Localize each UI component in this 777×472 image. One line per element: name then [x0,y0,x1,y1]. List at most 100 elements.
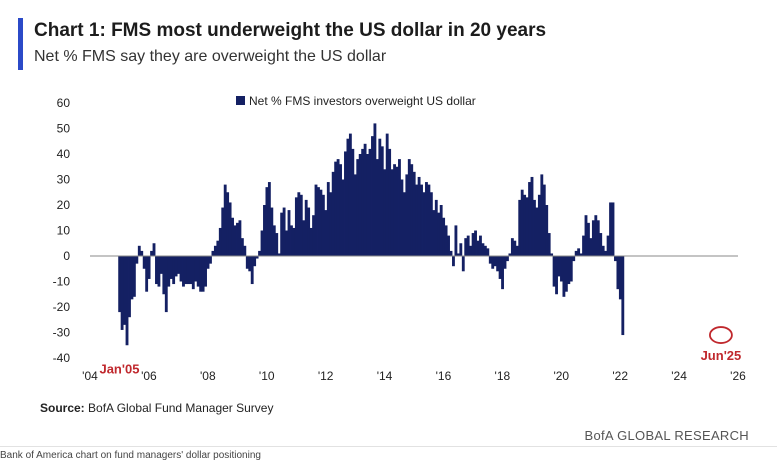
bar [346,138,350,256]
bar [223,184,227,256]
bar [447,235,450,256]
bar [456,253,460,256]
bar [481,243,485,256]
bar [380,146,384,256]
bar [341,179,345,256]
bar [461,256,465,272]
bar [177,256,180,274]
bar [510,238,514,256]
y-tick-label: 0 [63,249,70,263]
bar [196,256,200,287]
bar [439,205,443,256]
bar [483,245,487,256]
bar [616,256,620,290]
bar [427,184,431,256]
bar [535,207,539,256]
bar [304,199,308,256]
bar [233,225,237,256]
y-tick-label: 60 [57,96,71,110]
bar [221,207,225,256]
bar [434,199,438,256]
bar [314,184,318,256]
bar [528,182,531,256]
bar [172,256,176,285]
title-accent-bar [18,18,23,70]
bar [506,256,509,262]
bar [555,256,558,295]
bar [231,217,234,256]
bar [466,235,470,256]
bar [498,256,502,279]
x-tick-label: '26 [730,369,746,383]
bar [518,199,522,256]
bar [339,164,342,256]
x-tick-label: '18 [495,369,511,383]
bar [272,225,276,256]
x-tick-label: '10 [259,369,275,383]
bar [422,192,426,256]
bar [194,256,198,282]
bar [471,233,475,256]
bar [326,182,330,256]
chart-title: Chart 1: FMS most underweight the US dol… [34,20,547,41]
bar [383,169,387,256]
bar [542,184,546,256]
bar [513,240,517,256]
bar [157,256,161,287]
x-tick-label: '14 [377,369,393,383]
y-tick-label: -20 [53,300,71,314]
bar [459,243,463,256]
bar [206,256,210,269]
bar [599,233,603,256]
bar [604,250,608,256]
highlight-circle [709,326,733,344]
bar [533,199,536,256]
bar [189,256,193,285]
bar [567,256,571,285]
x-tick-label: '04 [82,369,98,383]
bar [601,245,605,256]
bar [287,210,291,256]
bar [442,217,446,256]
x-tick-label: '22 [612,369,628,383]
bar [452,256,455,267]
brand-label: BofA GLOBAL RESEARCH [584,428,749,443]
bar [469,245,473,256]
bar [437,212,441,256]
bar [319,189,323,256]
bar [270,207,274,256]
bar [167,256,171,287]
bar [275,233,279,256]
bar [425,182,428,256]
bar [464,238,468,256]
bar [137,245,141,256]
bar [334,161,338,256]
bar [152,243,156,256]
bar [132,256,136,297]
bar [255,256,259,259]
bar [150,250,153,256]
bar [162,256,166,295]
bar [395,166,399,256]
bar [444,225,448,256]
x-tick-label: '20 [553,369,569,383]
x-tick-label: '24 [671,369,687,383]
bar [216,240,220,256]
bar [211,250,215,256]
legend-label: Net % FMS investors overweight US dollar [249,94,476,108]
bar [503,256,507,269]
source-text: BofA Global Fund Manager Survey [88,401,274,415]
bar [258,250,261,256]
bar [324,210,328,256]
bar [545,205,549,256]
bar [321,194,325,256]
bar [508,253,512,256]
bar [388,148,392,256]
bar [186,256,190,285]
bar [520,189,524,256]
bar [361,148,365,256]
divider [0,446,777,447]
bar [525,197,529,256]
bar [476,240,480,256]
annotation-label: Jun'25 [701,348,742,363]
